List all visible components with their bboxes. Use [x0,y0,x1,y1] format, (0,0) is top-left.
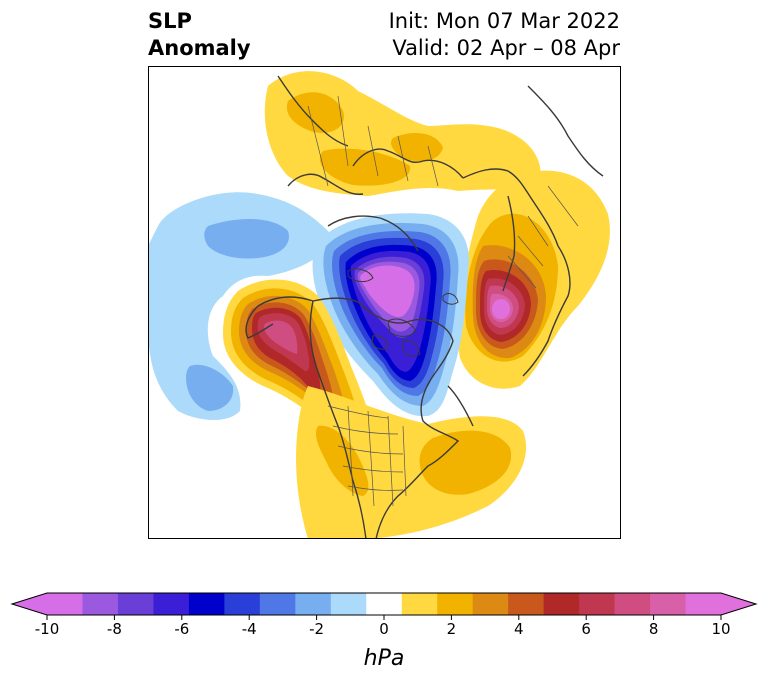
colorbar-bin [685,593,722,615]
colorbar-extend-high [721,593,756,615]
colorbar-bin [401,593,438,615]
colorbar-bin [330,593,367,615]
colorbar-bin [117,593,154,615]
colorbar-bin [366,593,403,615]
colorbar-bin [579,593,616,615]
political-borders [307,95,579,507]
colorbar-bin [47,593,83,615]
colorbar-tick-label: 6 [581,620,591,638]
arctic-islands [347,268,459,357]
colorbar-tick-label: -2 [309,620,324,638]
atlantic-positive-anomaly [296,386,527,539]
title-line-2: Anomaly [148,36,251,60]
colorbar-bin [437,593,474,615]
forecast-dates: Init: Mon 07 Mar 2022 Valid: 02 Apr – 08… [389,8,620,62]
colorbar-tick-label: 2 [447,620,457,638]
colorbar-bin [188,593,225,615]
colorbar-tick-label: 0 [379,620,389,638]
colorbar-bin [153,593,190,615]
colorbar-extend-low [12,593,47,615]
colorbar-tick-label: 8 [649,620,659,638]
colorbar-bin [543,593,580,615]
colorbar-bin [295,593,332,615]
title-line-1: SLP [148,9,192,33]
colorbar-tick-label: -10 [35,620,60,638]
colorbar-bin [224,593,261,615]
colorbar-bin [508,593,545,615]
colorbar-bin [650,593,687,615]
pacific-negative-anomaly [148,192,333,421]
colorbar-bin [259,593,296,615]
colorbar-bin [82,593,119,615]
valid-range: Valid: 02 Apr – 08 Apr [392,36,620,60]
coastlines [245,75,604,539]
colorbar: -10 -8 -6 -4 -2 0 2 4 6 8 10 [10,592,758,638]
colorbar-bin [472,593,509,615]
colorbar-unit-label: hPa [363,646,405,671]
colorbar-tick-label: -6 [174,620,189,638]
init-date: Init: Mon 07 Mar 2022 [388,9,620,33]
scandinavia-positive-anomaly [458,170,610,389]
colorbar-tick-label: -8 [107,620,122,638]
siberia-positive-anomaly [264,71,541,196]
colorbar-tick-label: 4 [514,620,524,638]
colorbar-tick-label: 10 [711,620,730,638]
colorbar-tick-label: -4 [242,620,257,638]
map-title: SLP Anomaly [148,8,251,62]
colorbar-bin [614,593,651,615]
slp-anomaly-map [148,66,621,539]
